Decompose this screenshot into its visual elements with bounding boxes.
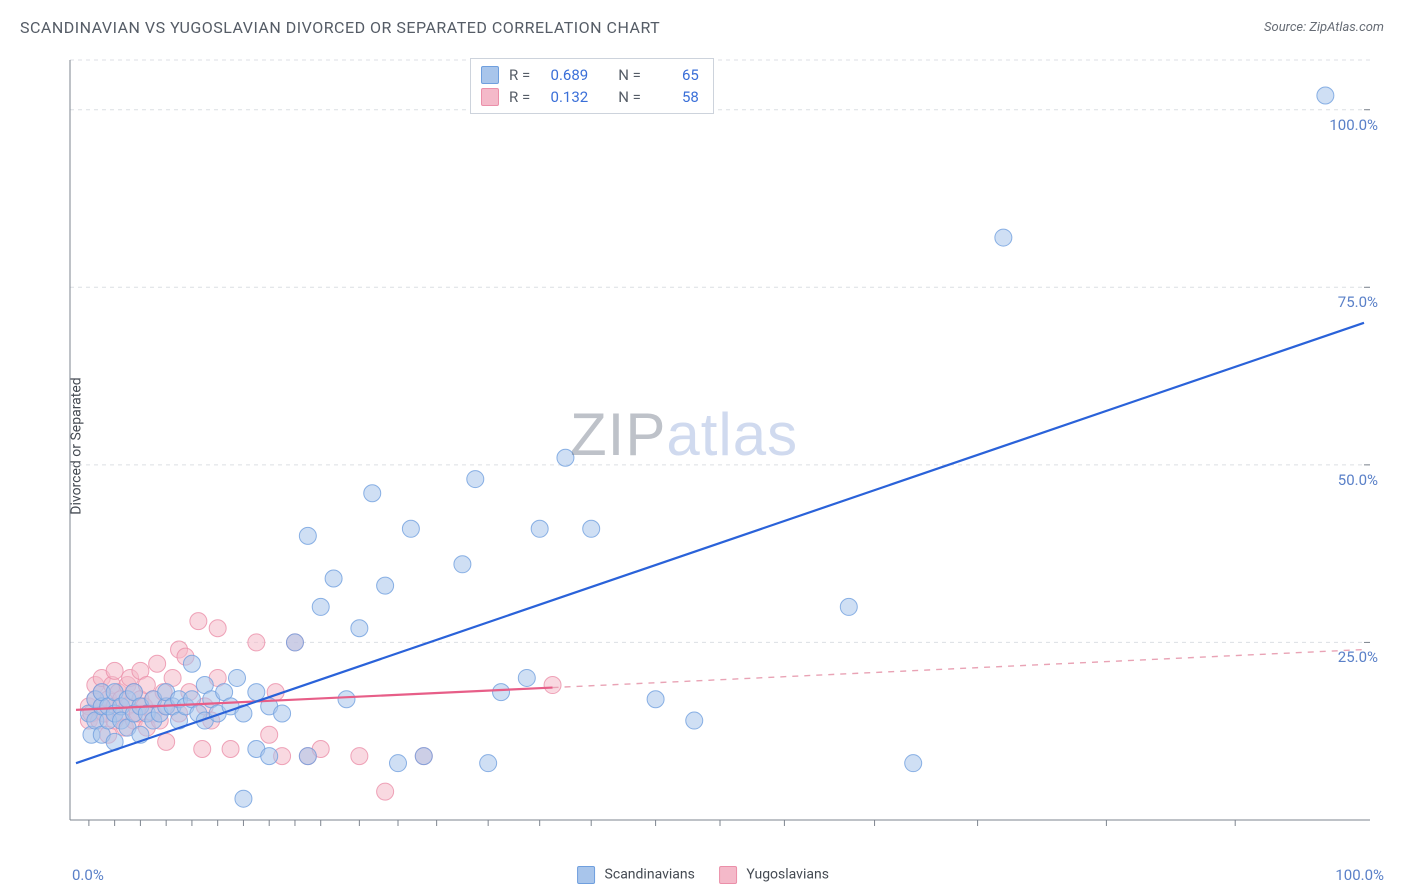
chart-title: SCANDINAVIAN VS YUGOSLAVIAN DIVORCED OR … [20,18,660,37]
y-axis-tick-label: 25.0% [1338,648,1378,666]
legend-bottom: Scandinavians Yugoslavians [577,866,829,884]
y-axis-tick-label: 100.0% [1329,116,1378,134]
legend-label: Yugoslavians [746,867,829,883]
y-axis-tick-label: 50.0% [1338,471,1378,489]
legend-swatch-pink-icon [719,866,737,884]
n-value: 65 [651,64,699,86]
legend-swatch-blue-icon [577,866,595,884]
stats-legend-box: R = 0.689 N = 65 R = 0.132 N = 58 [470,58,714,114]
r-label: R = [509,86,530,108]
legend-label: Scandinavians [605,867,695,883]
x-axis-tick-min: 0.0% [72,866,104,884]
n-label: N = [618,86,641,108]
x-axis-tick-max: 100.0% [1335,866,1384,884]
r-value: 0.132 [540,86,588,108]
r-value: 0.689 [540,64,588,86]
r-label: R = [509,64,530,86]
chart-area [50,55,1390,850]
n-value: 58 [651,86,699,108]
scatter-plot [50,55,1390,850]
legend-swatch-pink [481,88,499,106]
y-axis-tick-label: 75.0% [1338,293,1378,311]
legend-swatch-blue [481,66,499,84]
legend-item: Scandinavians [577,866,695,884]
n-label: N = [618,64,641,86]
stats-row: R = 0.132 N = 58 [481,86,699,108]
stats-row: R = 0.689 N = 65 [481,64,699,86]
legend-item: Yugoslavians [719,866,829,884]
source-label: Source: ZipAtlas.com [1264,20,1384,35]
